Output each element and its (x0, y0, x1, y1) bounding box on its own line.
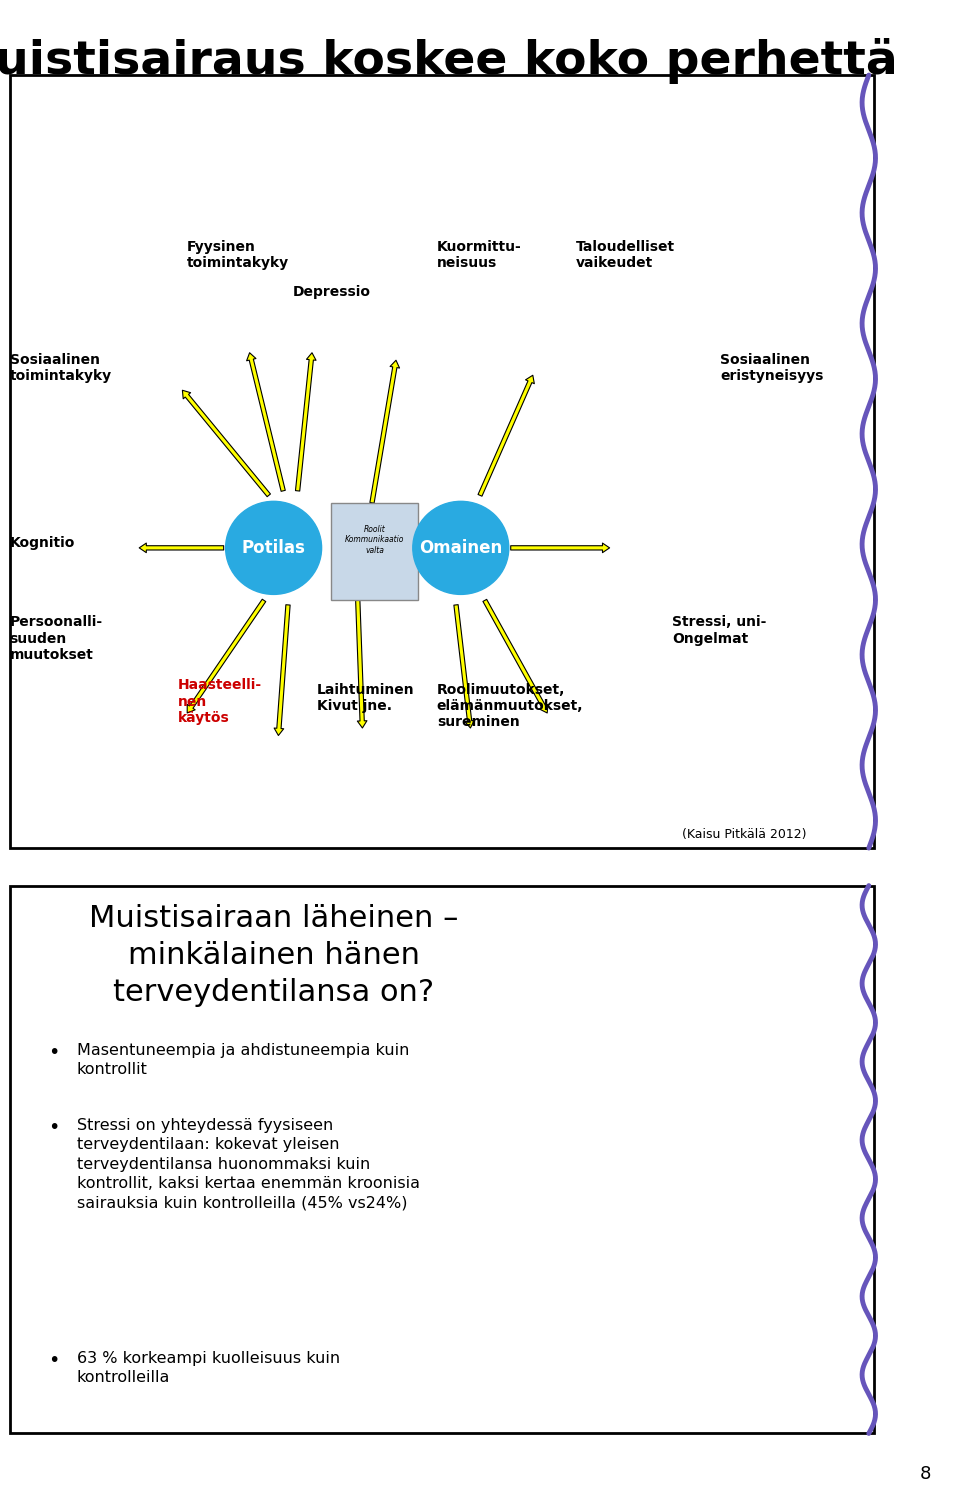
Text: Kognitio: Kognitio (10, 536, 75, 551)
Text: Haasteelli-
nen
käytös: Haasteelli- nen käytös (178, 678, 262, 725)
Text: Potilas: Potilas (242, 539, 305, 557)
Text: Kuormittu-
neisuus: Kuormittu- neisuus (437, 240, 521, 270)
Ellipse shape (413, 501, 509, 594)
Bar (331, 503, 418, 600)
Text: •: • (48, 1118, 60, 1138)
Ellipse shape (226, 501, 322, 594)
Text: Sosiaalinen
toimintakyky: Sosiaalinen toimintakyky (10, 353, 111, 383)
Text: Omainen: Omainen (420, 539, 502, 557)
Bar (10, 886, 874, 1433)
Text: •: • (48, 1043, 60, 1063)
Text: Depressio: Depressio (293, 285, 371, 299)
Text: Roolimuutokset,
elämänmuutokset,
sureminen: Roolimuutokset, elämänmuutokset, suremin… (437, 683, 584, 729)
Text: 8: 8 (920, 1465, 931, 1483)
Text: Taloudelliset
vaikeudet: Taloudelliset vaikeudet (576, 240, 675, 270)
Text: Persoonalli-
suuden
muutokset: Persoonalli- suuden muutokset (10, 615, 103, 662)
Text: •: • (48, 1351, 60, 1370)
Text: Roolit
Kommunikaatio
valta: Roolit Kommunikaatio valta (345, 525, 404, 554)
Text: Sosiaalinen
eristyneisyys: Sosiaalinen eristyneisyys (720, 353, 824, 383)
Text: Masentuneempia ja ahdistuneempia kuin
kontrollit: Masentuneempia ja ahdistuneempia kuin ko… (77, 1043, 409, 1078)
Text: 63 % korkeampi kuolleisuus kuin
kontrolleilla: 63 % korkeampi kuolleisuus kuin kontroll… (77, 1351, 340, 1385)
Text: Muistisairaus koskee koko perhettä: Muistisairaus koskee koko perhettä (0, 38, 898, 84)
Text: Fyysinen
toimintakyky: Fyysinen toimintakyky (187, 240, 289, 270)
Bar (10, 75, 874, 848)
Text: Muistisairaan läheinen –
minkälainen hänen
terveydentilansa on?: Muistisairaan läheinen – minkälainen hän… (89, 904, 458, 1007)
Text: (Kaisu Pitkälä 2012): (Kaisu Pitkälä 2012) (682, 827, 806, 841)
Text: Laihtuminen
Kivut jne.: Laihtuminen Kivut jne. (317, 683, 415, 713)
Text: Stressi on yhteydessä fyysiseen
terveydentilaan: kokevat yleisen
terveydentilans: Stressi on yhteydessä fyysiseen terveyde… (77, 1118, 420, 1210)
Text: Stressi, uni-
Ongelmat: Stressi, uni- Ongelmat (672, 615, 766, 645)
